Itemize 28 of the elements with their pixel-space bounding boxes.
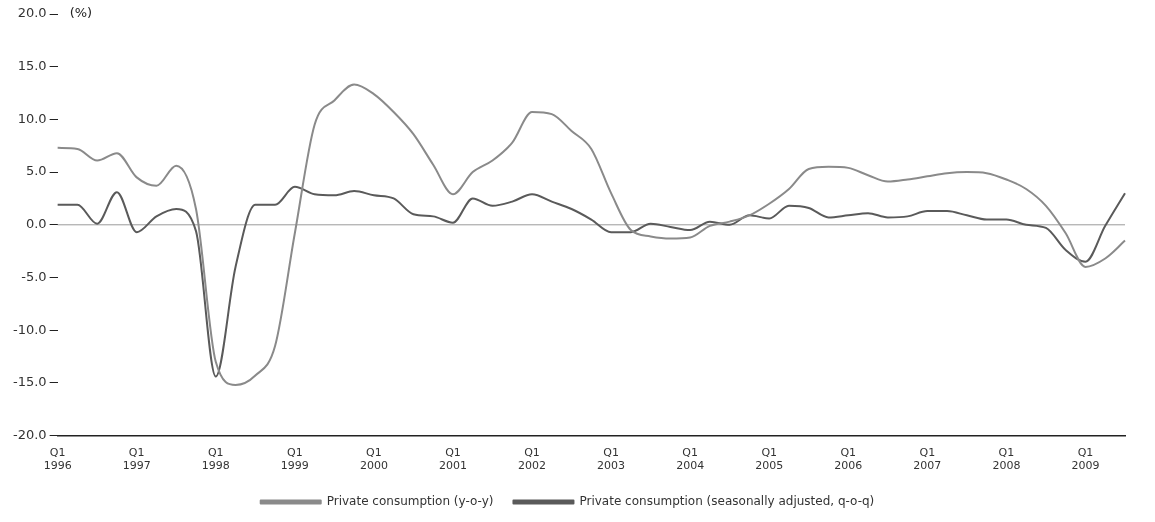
y-tick-label: 15.0 (17, 58, 47, 74)
x-tick-label: Q1 2008 (992, 446, 1021, 473)
legend-label: Private consumption (y-o-y) (326, 494, 494, 509)
x-tick-label: Q1 2001 (438, 446, 467, 473)
x-tick-label: Q1 2009 (1071, 446, 1100, 473)
y-tick-label: 20.0 (17, 5, 47, 21)
y-tick-label: 10.0 (17, 110, 47, 126)
y-tick-label: -20.0 (13, 426, 47, 442)
x-tick-label: Q1 1999 (280, 446, 309, 473)
y-tick-label: 0.0 (25, 216, 47, 232)
x-tick-label: Q1 1998 (201, 446, 230, 473)
x-tick-label: Q1 2007 (913, 446, 942, 473)
x-tick-label: Q1 2005 (755, 446, 784, 473)
y-tick-label: -5.0 (21, 268, 47, 284)
y-tick-label: -10.0 (13, 321, 47, 337)
x-tick-label: Q1 2006 (834, 446, 863, 473)
legend-label: Private consumption (seasonally adjusted, q-o-q) (579, 494, 875, 509)
y-tick-label: 5.0 (25, 163, 47, 179)
x-tick-label: Q1 2000 (359, 446, 388, 473)
x-tick-label: Q1 1997 (122, 446, 151, 473)
y-tick-label: -15.0 (13, 374, 47, 390)
x-tick-label: Q1 2003 (597, 446, 626, 473)
x-tick-label: Q1 2004 (676, 446, 705, 473)
y-axis-title: (%) (69, 5, 93, 21)
line-series (56, 185, 1126, 378)
x-tick-label: Q1 1996 (43, 446, 72, 473)
x-tick-label: Q1 2002 (518, 446, 547, 473)
line-series (56, 83, 1126, 387)
